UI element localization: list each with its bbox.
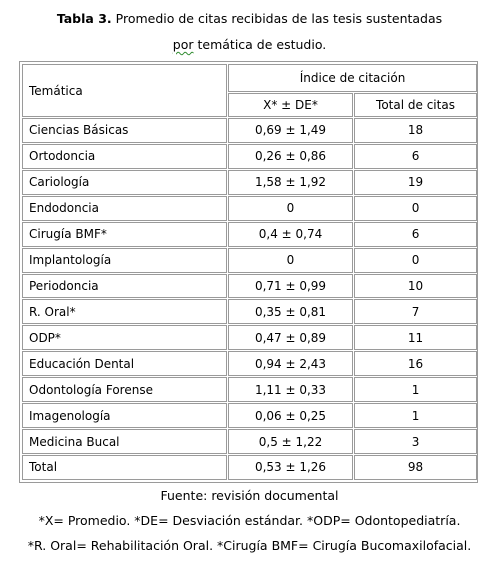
row-tematica: Ciencias Básicas (22, 118, 227, 143)
table-row: Cirugía BMF* 0,4 ± 0,74 6 (22, 221, 478, 247)
table-row-total: Total 0,53 ± 1,26 98 (22, 454, 478, 480)
header-indice-citacion: Índice de citación (228, 64, 478, 92)
row-total: 0 (354, 195, 478, 221)
row-tematica: Implantología (22, 247, 227, 273)
row-total: 7 (354, 299, 478, 325)
header-tematica: Temática (22, 64, 227, 117)
row-index: 0 (228, 247, 353, 273)
table-caption: Tabla 3. Promedio de citas recibidas de … (0, 6, 499, 32)
row-total: 6 (354, 221, 478, 247)
row-total: 3 (354, 429, 478, 454)
table-caption-continued: por temática de estudio. (0, 32, 499, 58)
row-total: 11 (354, 325, 478, 351)
table-row: Educación Dental 0,94 ± 2,43 16 (22, 351, 478, 377)
row-tematica: Total (22, 454, 227, 480)
row-index: 0,47 ± 0,89 (228, 325, 353, 351)
row-total: 18 (354, 118, 478, 143)
row-tematica: Medicina Bucal (22, 429, 227, 454)
table-caption-label: Tabla 3. (56, 11, 112, 26)
table-row: Odontología Forense 1,11 ± 0,33 1 (22, 377, 478, 403)
row-total: 19 (354, 169, 478, 195)
table-caption-text: Promedio de citas recibidas de las tesis… (115, 11, 443, 26)
row-index: 0,53 ± 1,26 (228, 454, 353, 480)
table-row: ODP* 0,47 ± 0,89 11 (22, 325, 478, 351)
row-index: 0,69 ± 1,49 (228, 118, 353, 143)
row-index: 0,71 ± 0,99 (228, 273, 353, 299)
table-caption-text-continued: temática de estudio. (197, 37, 327, 52)
row-index: 0,26 ± 0,86 (228, 143, 353, 169)
table-footnote: *R. Oral= Rehabilitación Oral. *Cirugía … (27, 538, 472, 553)
row-total: 6 (354, 143, 478, 169)
row-total: 98 (354, 454, 478, 480)
row-tematica: Odontología Forense (22, 377, 227, 403)
row-tematica: Educación Dental (22, 351, 227, 377)
row-tematica: Imagenología (22, 403, 227, 429)
row-tematica: Endodoncia (22, 195, 227, 221)
table-row: Imagenología 0,06 ± 0,25 1 (22, 403, 478, 429)
table-row: Ciencias Básicas 0,69 ± 1,49 18 (22, 118, 478, 143)
row-index: 0,5 ± 1,22 (228, 429, 353, 454)
header-total-citas: Total de citas (354, 93, 478, 117)
row-index: 0,35 ± 0,81 (228, 299, 353, 325)
row-total: 0 (354, 247, 478, 273)
row-tematica: ODP* (22, 325, 227, 351)
row-index: 1,11 ± 0,33 (228, 377, 353, 403)
table-row: Cariología 1,58 ± 1,92 19 (22, 169, 478, 195)
row-total: 10 (354, 273, 478, 299)
table-row: Ortodoncia 0,26 ± 0,86 6 (22, 143, 478, 169)
spellcheck-word: por (172, 37, 194, 52)
table-row: Endodoncia 0 0 (22, 195, 478, 221)
row-total: 16 (354, 351, 478, 377)
header-mean-sd: X* ± DE* (228, 93, 353, 117)
table-source: Fuente: revisión documental (160, 488, 339, 503)
row-index: 1,58 ± 1,92 (228, 169, 353, 195)
row-tematica: Cirugía BMF* (22, 221, 227, 247)
table-row: R. Oral* 0,35 ± 0,81 7 (22, 299, 478, 325)
row-total: 1 (354, 377, 478, 403)
table-row: Medicina Bucal 0,5 ± 1,22 3 (22, 429, 478, 454)
row-tematica: Cariología (22, 169, 227, 195)
row-index: 0,94 ± 2,43 (228, 351, 353, 377)
row-tematica: R. Oral* (22, 299, 227, 325)
citation-table: Temática Índice de citación X* ± DE* Tot… (19, 61, 478, 483)
table-footnote: *X= Promedio. *DE= Desviación estándar. … (38, 513, 461, 528)
row-index: 0,4 ± 0,74 (228, 221, 353, 247)
row-index: 0,06 ± 0,25 (228, 403, 353, 429)
row-tematica: Periodoncia (22, 273, 227, 299)
row-total: 1 (354, 403, 478, 429)
row-index: 0 (228, 195, 353, 221)
row-tematica: Ortodoncia (22, 143, 227, 169)
table-row: Implantología 0 0 (22, 247, 478, 273)
table-row: Periodoncia 0,71 ± 0,99 10 (22, 273, 478, 299)
